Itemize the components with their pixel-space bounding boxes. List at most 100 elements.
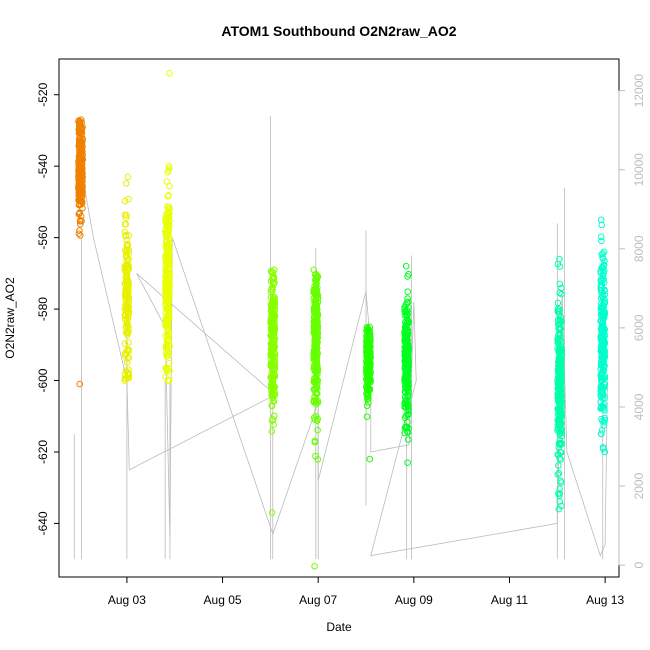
data-point (366, 341, 374, 349)
secondary-y-tick-label: 6000 (632, 314, 646, 341)
secondary-y-tick-label: 4000 (632, 393, 646, 420)
data-point (124, 328, 131, 336)
data-point (364, 392, 371, 399)
data-point (404, 295, 411, 302)
data-point (402, 262, 410, 270)
data-point (404, 341, 412, 348)
data-point (598, 237, 605, 245)
data-point (556, 280, 564, 288)
data-point (557, 426, 565, 433)
data-cluster (121, 173, 133, 384)
data-point (165, 312, 172, 320)
data-point (125, 374, 132, 382)
data-point (311, 385, 319, 392)
data-point (76, 218, 84, 225)
data-point (556, 372, 564, 379)
data-point (314, 311, 322, 318)
data-point (556, 289, 564, 297)
data-point (555, 347, 563, 355)
data-point (367, 376, 374, 383)
data-point (123, 243, 131, 251)
data-point (403, 375, 411, 382)
data-point (123, 269, 131, 276)
data-point (601, 326, 608, 333)
y-tick-label: -640 (36, 511, 50, 535)
data-point (313, 356, 321, 364)
data-point (269, 394, 277, 402)
data-point (165, 235, 172, 243)
data-point (75, 192, 83, 199)
data-point (598, 221, 606, 229)
data-point (363, 323, 371, 331)
data-point (268, 362, 276, 369)
data-point (557, 441, 565, 449)
x-tick-label: Aug 05 (204, 593, 242, 607)
data-point (78, 150, 85, 158)
x-axis: Aug 03 Aug 05 Aug 07 Aug 09 Aug 11 Aug 13 (108, 576, 624, 607)
data-point (312, 389, 319, 397)
data-point (597, 286, 605, 294)
data-point (164, 193, 172, 200)
data-point (404, 298, 412, 306)
data-point (268, 384, 275, 392)
data-point (163, 278, 171, 286)
data-point (77, 167, 84, 175)
data-point (78, 171, 85, 178)
data-point (599, 389, 607, 396)
secondary-y-tick-label: 10000 (632, 153, 646, 187)
data-point (558, 411, 565, 419)
data-point (599, 272, 607, 279)
data-point (164, 299, 171, 306)
data-point (121, 375, 129, 382)
data-point (312, 299, 320, 307)
data-point (271, 335, 279, 342)
data-point (402, 423, 409, 431)
y-tick-label: -520 (36, 82, 50, 106)
data-point (402, 308, 410, 316)
data-point (270, 416, 277, 423)
data-point (597, 430, 605, 438)
data-point (312, 413, 320, 420)
data-point (76, 118, 84, 126)
data-point (554, 451, 562, 459)
data-point (311, 437, 319, 445)
data-point (125, 346, 133, 354)
y-tick-label: -540 (36, 154, 50, 178)
data-point (401, 323, 409, 331)
data-point (268, 428, 276, 435)
data-point (600, 248, 608, 256)
data-point (556, 498, 564, 505)
data-point (164, 265, 172, 272)
data-point (162, 253, 170, 261)
data-point (76, 121, 83, 129)
data-point (125, 311, 132, 319)
data-point (554, 299, 562, 307)
data-point (122, 231, 130, 239)
data-point (122, 220, 130, 228)
data-cluster (401, 262, 413, 467)
data-point (165, 273, 173, 280)
data-point (597, 233, 605, 241)
data-point (311, 335, 319, 343)
data-point (121, 280, 129, 287)
data-point (597, 295, 605, 302)
data-point (77, 201, 85, 208)
trace-line (78, 133, 608, 557)
data-point (364, 377, 371, 385)
data-point (121, 291, 129, 299)
data-point (404, 363, 412, 371)
data-point (122, 281, 129, 288)
data-point (405, 318, 413, 325)
data-point (124, 347, 131, 355)
data-point (598, 333, 605, 341)
data-point (121, 312, 129, 320)
data-point (125, 295, 132, 302)
data-point (77, 175, 85, 183)
y-tick-label: -620 (36, 440, 50, 464)
data-point (125, 232, 132, 239)
data-point (556, 485, 564, 493)
data-point (165, 332, 173, 339)
data-point (601, 362, 608, 370)
data-point (312, 322, 320, 330)
data-point (600, 401, 608, 408)
